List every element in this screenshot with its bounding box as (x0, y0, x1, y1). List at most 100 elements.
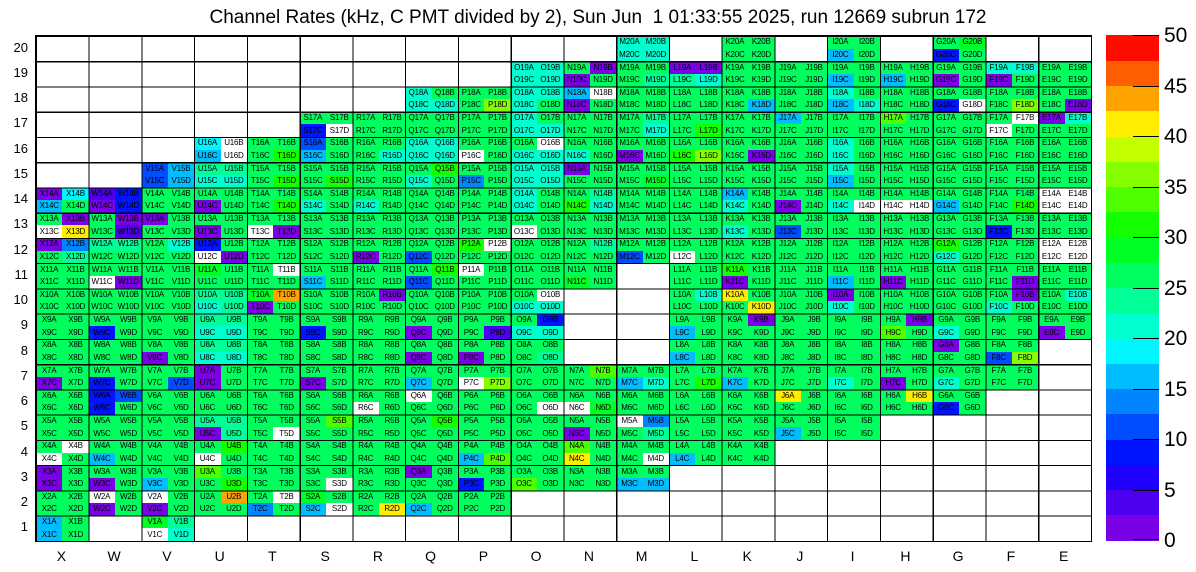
channel-cell: N3D (589, 477, 617, 491)
channel-cell: X4B (62, 440, 89, 453)
channel-cell: U16A (194, 137, 221, 150)
channel-cell: X9C (36, 326, 63, 339)
channel-cell: U13C (194, 225, 221, 238)
channel-cell: Q10A (405, 288, 432, 302)
channel-cell: L15A (669, 162, 696, 175)
channel-cell: E9A (1038, 313, 1065, 327)
channel-cell: W8D (115, 351, 142, 365)
channel-cell: P5A (458, 414, 485, 428)
channel-cell: E16A (1038, 137, 1065, 150)
channel-cell: U9C (194, 326, 221, 339)
channel-cell: P13C (458, 225, 485, 238)
channel-cell: V13D (167, 225, 195, 238)
channel-cell: N16B (589, 137, 617, 150)
channel-cell: S16C (299, 149, 327, 163)
channel-cell: W4B (115, 440, 142, 453)
channel-cell: W3B (115, 465, 142, 478)
channel-cell: R10C (352, 301, 379, 314)
channel-cell: P2A (458, 490, 485, 504)
channel-cell: R13B (378, 212, 406, 226)
channel-cell: T14B (273, 187, 300, 201)
channel-cell: M12B (642, 238, 669, 251)
y-axis-label: 6 (20, 393, 28, 409)
channel-cell: R2D (378, 503, 406, 516)
channel-cell: U11B (220, 263, 247, 276)
channel-cell: M14B (642, 187, 669, 201)
channel-cell: W13D (115, 225, 142, 238)
channel-cell: S2C (299, 503, 327, 516)
channel-cell: K15D (748, 174, 775, 188)
channel-cell: X1D (62, 528, 89, 541)
channel-cell: T9D (273, 326, 300, 339)
channel-cell: V1A (141, 515, 168, 529)
channel-cell: H19D (906, 73, 933, 87)
channel-cell: S14D (326, 200, 353, 213)
channel-cell: J10C (774, 301, 801, 314)
channel-cell: R12D (378, 250, 406, 264)
colorbar-tick-label: 40 (1164, 125, 1188, 148)
channel-cell: O13A (510, 212, 538, 226)
channel-cell: G15A (932, 162, 960, 175)
channel-cell: O8C (510, 351, 538, 365)
channel-cell: J17A (774, 111, 801, 125)
channel-cell: R12B (378, 238, 406, 251)
channel-cell: V3D (167, 477, 195, 491)
channel-cell: M16D (642, 149, 669, 163)
channel-cell: L4D (695, 452, 722, 466)
colorbar-band (1106, 262, 1159, 288)
channel-cell: K15A (721, 162, 749, 175)
channel-cell: X3D (62, 477, 89, 491)
channel-cell: W6C (88, 402, 116, 415)
channel-cell: E11B (1064, 263, 1091, 276)
channel-cell: K16B (748, 137, 775, 150)
channel-cell: X12C (36, 250, 63, 264)
channel-cell: O13C (510, 225, 538, 238)
channel-cell: V2D (167, 503, 195, 516)
channel-cell: K20D (748, 48, 775, 62)
channel-cell: Q10D (431, 301, 458, 314)
channel-cell: J10B (800, 288, 828, 302)
channel-cell: H12B (906, 238, 933, 251)
channel-cell: L5A (669, 414, 696, 428)
channel-cell: L13C (669, 225, 696, 238)
channel-cell: N17A (563, 111, 590, 125)
x-axis-label: M (635, 548, 648, 564)
channel-cell: I9B (853, 313, 880, 327)
y-axis-label: 17 (13, 115, 28, 131)
channel-cell: O19D (537, 73, 564, 87)
channel-cell: F8C (985, 351, 1012, 365)
channel-cell: Q5D (431, 427, 458, 440)
channel-cell: K4C (721, 452, 749, 466)
x-axis-label: S (320, 548, 330, 564)
channel-cell: Q10B (431, 288, 458, 302)
channel-cell: N12C (563, 250, 590, 264)
channel-cell: K8D (748, 351, 775, 365)
channel-cell: M18A (616, 86, 643, 100)
channel-cell: K14C (721, 200, 749, 213)
channel-cell: K17A (721, 111, 749, 125)
channel-cell: N7C (563, 376, 590, 390)
channel-cell: E14A (1038, 187, 1065, 201)
channel-cell: I5C (827, 427, 854, 440)
channel-cell: O14A (510, 187, 538, 201)
channel-cell: X9B (62, 313, 89, 327)
channel-cell: Q6D (431, 402, 458, 415)
channel-cell: I19B (853, 61, 880, 74)
channel-cell: W8A (88, 339, 116, 352)
channel-cell: I10A (827, 288, 854, 302)
channel-cell: J13B (800, 212, 828, 226)
channel-cell: I13B (853, 212, 880, 226)
channel-cell: W10A (88, 288, 116, 302)
channel-cell: V5B (167, 414, 195, 428)
channel-cell: Q15D (431, 174, 458, 188)
colorbar-tick (1133, 539, 1159, 540)
channel-cell: L5B (695, 414, 722, 428)
channel-cell: Q9B (431, 313, 458, 327)
channel-cell: Q4D (431, 452, 458, 466)
channel-cell: L15B (695, 162, 722, 175)
channel-cell: V9C (141, 326, 168, 339)
channel-cell: G16D (959, 149, 986, 163)
channel-cell: R9B (378, 313, 406, 327)
channel-cell: T4D (273, 452, 300, 466)
channel-cell: O9A (510, 313, 538, 327)
